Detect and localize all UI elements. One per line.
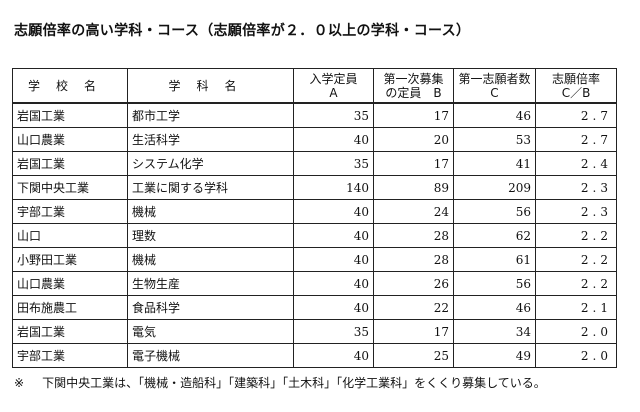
cell-quota: 17 — [373, 102, 454, 128]
cell-capacity: 40 — [293, 247, 374, 272]
cell-school: 田布施農工 — [12, 295, 128, 320]
cell-applicants: 56 — [453, 271, 536, 296]
cell-ratio: 2.1 — [535, 295, 617, 320]
cell-school: 山口 — [12, 223, 128, 248]
cell-applicants: 62 — [453, 223, 536, 248]
cell-ratio: 2.3 — [535, 175, 617, 200]
header-applicants-label: 第一志願者数 — [458, 71, 531, 86]
table-row: 岩国工業 都市工学 35 17 46 2.7 — [12, 102, 617, 128]
header-ratio: 志願倍率 C／B — [535, 68, 617, 104]
cell-ratio: 2.2 — [535, 247, 617, 272]
cell-applicants: 56 — [453, 199, 536, 224]
cell-dept: 都市工学 — [127, 102, 294, 128]
cell-quota: 24 — [373, 199, 454, 224]
cell-ratio: 2.3 — [535, 199, 617, 224]
cell-dept: 電子機械 — [127, 343, 294, 368]
cell-capacity: 40 — [293, 343, 374, 368]
table-header-row: 学校名 学科名 入学定員 A 第一次募集 の定員 B 第一志願者数 C 志願倍率… — [12, 68, 617, 104]
header-applicants-code: C — [490, 85, 499, 100]
header-ratio-label: 志願倍率 — [551, 71, 600, 86]
cell-dept: 工業に関する学科 — [127, 175, 294, 200]
table-row: 山口 理数 40 28 62 2.2 — [12, 223, 617, 248]
cell-capacity: 40 — [293, 223, 374, 248]
cell-quota: 28 — [373, 247, 454, 272]
cell-dept: 生活科学 — [127, 127, 294, 152]
cell-quota: 89 — [373, 175, 454, 200]
header-quota-code: の定員 B — [385, 85, 442, 100]
cell-quota: 28 — [373, 223, 454, 248]
cell-applicants: 46 — [453, 295, 536, 320]
cell-school: 宇部工業 — [12, 343, 128, 368]
cell-applicants: 41 — [453, 151, 536, 176]
cell-dept: 電気 — [127, 319, 294, 344]
cell-ratio: 2.7 — [535, 127, 617, 152]
cell-capacity: 140 — [293, 175, 374, 200]
cell-school: 山口農業 — [12, 271, 128, 296]
cell-ratio: 2.2 — [535, 271, 617, 296]
header-quota: 第一次募集 の定員 B — [373, 68, 454, 104]
table-body: 岩国工業 都市工学 35 17 46 2.7 山口農業 生活科学 40 20 53 2.7 岩国工業 シス… — [12, 102, 617, 368]
ratio-table: 学校名 学科名 入学定員 A 第一次募集 の定員 B 第一志願者数 C 志願倍率… — [12, 68, 617, 368]
cell-capacity: 40 — [293, 295, 374, 320]
cell-quota: 25 — [373, 343, 454, 368]
cell-ratio: 2.0 — [535, 343, 617, 368]
table-row: 宇部工業 機械 40 24 56 2.3 — [12, 199, 617, 224]
page-title: 志願倍率の高い学科・コース（志願倍率が２．０以上の学科・コース） — [14, 23, 471, 39]
cell-quota: 26 — [373, 271, 454, 296]
header-quota-label: 第一次募集 — [383, 71, 444, 86]
cell-dept: 食品科学 — [127, 295, 294, 320]
cell-capacity: 40 — [293, 271, 374, 296]
table-row: 岩国工業 電気 35 17 34 2.0 — [12, 319, 617, 344]
cell-quota: 17 — [373, 151, 454, 176]
header-capacity-label: 入学定員 — [309, 71, 358, 86]
cell-ratio: 2.7 — [535, 102, 617, 128]
table-row: 山口農業 生物生産 40 26 56 2.2 — [12, 271, 617, 296]
footnote-mark: ※ — [14, 376, 25, 390]
cell-capacity: 35 — [293, 151, 374, 176]
footnote-text: 下関中央工業は、「機械・造船科」「建築科」「土木科」「化学工業科」をくくり募集し… — [42, 376, 546, 390]
cell-applicants: 61 — [453, 247, 536, 272]
cell-ratio: 2.4 — [535, 151, 617, 176]
cell-quota: 17 — [373, 319, 454, 344]
header-ratio-code: C／B — [561, 85, 591, 100]
cell-school: 小野田工業 — [12, 247, 128, 272]
cell-dept: 生物生産 — [127, 271, 294, 296]
cell-applicants: 46 — [453, 102, 536, 128]
cell-capacity: 35 — [293, 102, 374, 128]
cell-applicants: 34 — [453, 319, 536, 344]
cell-applicants: 209 — [453, 175, 536, 200]
cell-ratio: 2.2 — [535, 223, 617, 248]
cell-dept: システム化学 — [127, 151, 294, 176]
table-row: 宇部工業 電子機械 40 25 49 2.0 — [12, 343, 617, 368]
cell-applicants: 49 — [453, 343, 536, 368]
cell-capacity: 35 — [293, 319, 374, 344]
header-capacity-code: A — [329, 85, 338, 100]
table-row: 下関中央工業 工業に関する学科 140 89 209 2.3 — [12, 175, 617, 200]
cell-school: 下関中央工業 — [12, 175, 128, 200]
cell-quota: 20 — [373, 127, 454, 152]
header-applicants: 第一志願者数 C — [453, 68, 536, 104]
cell-school: 岩国工業 — [12, 102, 128, 128]
table-row: 山口農業 生活科学 40 20 53 2.7 — [12, 127, 617, 152]
cell-school: 宇部工業 — [12, 199, 128, 224]
footnote: ※ 下関中央工業は、「機械・造船科」「建築科」「土木科」「化学工業科」をくくり募集… — [14, 374, 546, 391]
cell-ratio: 2.0 — [535, 319, 617, 344]
cell-school: 岩国工業 — [12, 151, 128, 176]
header-dept: 学科名 — [127, 68, 294, 104]
cell-capacity: 40 — [293, 199, 374, 224]
cell-capacity: 40 — [293, 127, 374, 152]
header-school: 学校名 — [12, 68, 128, 104]
header-capacity: 入学定員 A — [293, 68, 374, 104]
cell-school: 山口農業 — [12, 127, 128, 152]
cell-dept: 機械 — [127, 199, 294, 224]
cell-school: 岩国工業 — [12, 319, 128, 344]
cell-applicants: 53 — [453, 127, 536, 152]
cell-quota: 22 — [373, 295, 454, 320]
table-row: 岩国工業 システム化学 35 17 41 2.4 — [12, 151, 617, 176]
cell-dept: 理数 — [127, 223, 294, 248]
cell-dept: 機械 — [127, 247, 294, 272]
table-row: 小野田工業 機械 40 28 61 2.2 — [12, 247, 617, 272]
table-row: 田布施農工 食品科学 40 22 46 2.1 — [12, 295, 617, 320]
